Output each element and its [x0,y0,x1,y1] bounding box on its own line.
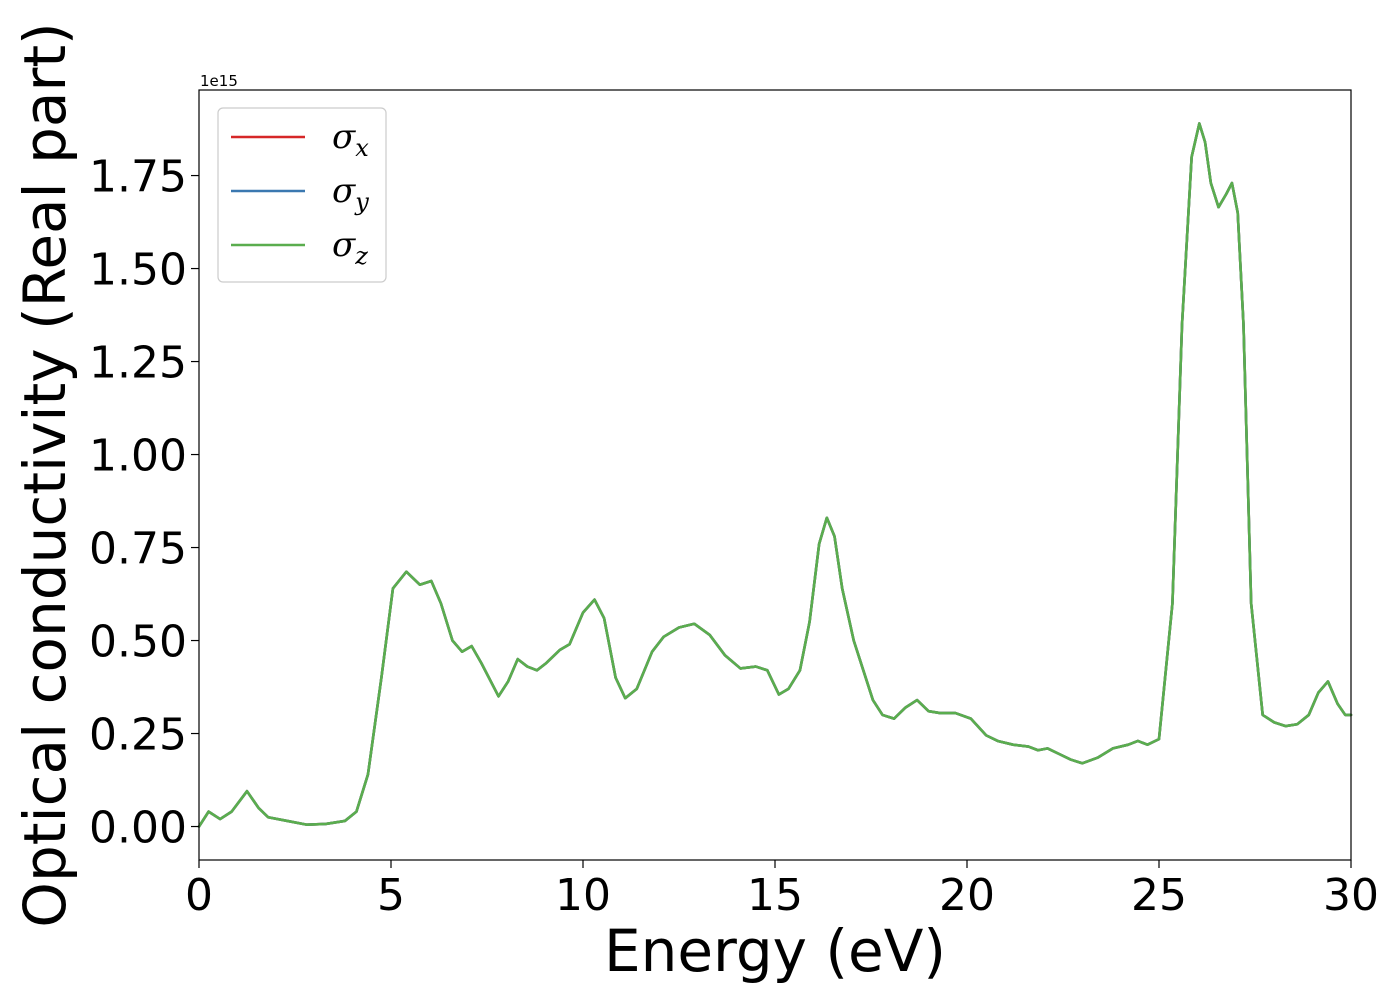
y-tick-label: 1.00 [89,431,187,482]
legend-frame [217,107,387,283]
y-tick-label: 1.25 [89,338,187,389]
legend: σx σy σz [217,107,387,283]
y-axis-label: Optical conductivity (Real part) [11,22,79,927]
x-tick-label: 30 [1323,870,1379,921]
series-layer [197,122,1353,828]
x-axis-label: Energy (eV) [604,917,946,985]
x-axis: 0 5 10 15 20 25 30 [185,860,1379,921]
x-tick-label: 10 [555,870,611,921]
y-tick-label: 1.50 [89,245,187,296]
y-tick-label: 0.25 [89,710,187,761]
legend-label-z: σz [332,225,368,270]
x-tick-label: 0 [185,870,213,921]
series-line-z [197,122,1353,828]
y-tick-label: 0.00 [89,803,187,854]
legend-label-y: σy [332,171,369,216]
y-tick-label: 0.75 [89,524,187,575]
x-tick-label: 5 [377,870,405,921]
y-tick-label: 1.75 [89,152,187,203]
y-offset-label: 1e15 [200,72,238,90]
legend-label-x: σx [332,117,369,162]
y-axis: 0.00 0.25 0.50 0.75 1.00 1.25 1.50 1.75 [89,152,199,854]
x-tick-label: 15 [747,870,803,921]
x-tick-label: 25 [1131,870,1187,921]
y-tick-label: 0.50 [89,617,187,668]
x-tick-label: 20 [939,870,995,921]
